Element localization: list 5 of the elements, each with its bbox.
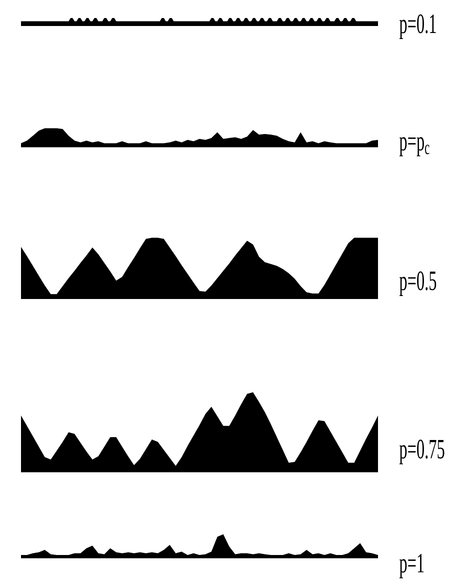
series-label: p=p$_{c}$ bbox=[399, 137, 430, 156]
series-label: p=1 bbox=[399, 554, 424, 578]
series-label: p=0.75 bbox=[399, 440, 444, 464]
series-label: p=0.1 bbox=[399, 14, 436, 39]
series-label: p=0.5 bbox=[399, 271, 436, 296]
